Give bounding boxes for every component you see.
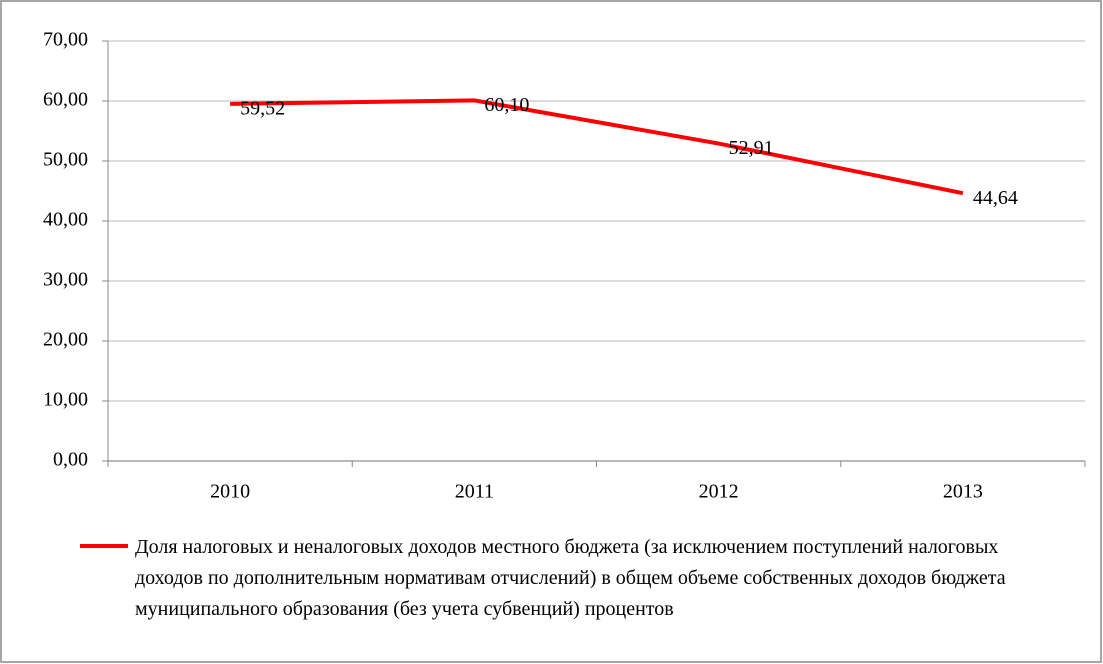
- y-tick-label: 70,00: [43, 29, 88, 51]
- y-tick-label: 50,00: [43, 149, 88, 171]
- y-tick-label: 60,00: [43, 89, 88, 111]
- x-tick-label: 2010: [210, 481, 250, 503]
- data-label: 52,91: [729, 137, 774, 159]
- x-tick-label: 2013: [943, 481, 983, 503]
- x-tick-label: 2012: [699, 481, 739, 503]
- y-tick-label: 40,00: [43, 209, 88, 231]
- data-label: 44,64: [973, 187, 1018, 209]
- legend-label: Доля налоговых и неналоговых доходов мес…: [135, 536, 1006, 620]
- y-tick-label: 20,00: [43, 329, 88, 351]
- data-label: 60,10: [484, 94, 529, 116]
- series-line: [230, 98, 964, 196]
- y-tick-label: 10,00: [43, 389, 88, 411]
- x-tick-label: 2011: [455, 481, 494, 503]
- data-label: 59,52: [240, 97, 285, 119]
- y-tick-label: 30,00: [43, 269, 88, 291]
- y-tick-label: 0,00: [53, 449, 88, 471]
